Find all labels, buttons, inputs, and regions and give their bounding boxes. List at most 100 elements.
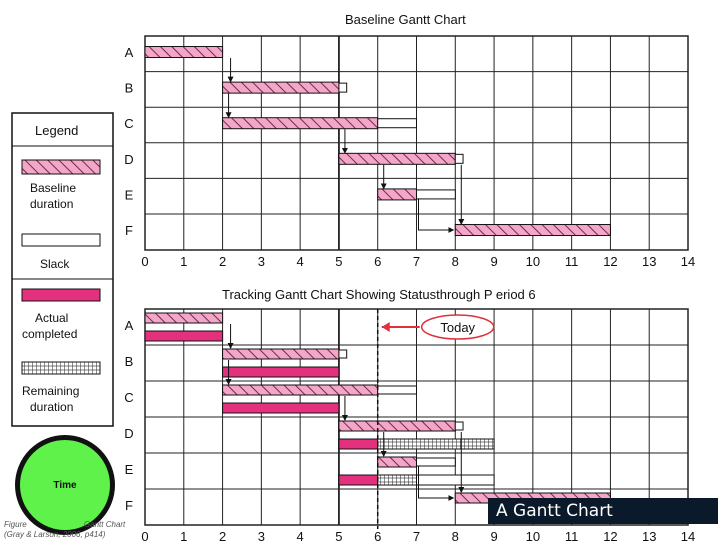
task-label: A xyxy=(125,318,134,333)
x-tick-label: 3 xyxy=(258,529,265,544)
x-tick-label: 1 xyxy=(180,529,187,544)
baseline-bar xyxy=(144,46,224,59)
task-label: F xyxy=(125,498,133,513)
x-tick-label: 0 xyxy=(141,529,148,544)
x-tick-label: 11 xyxy=(565,254,579,269)
task-label: B xyxy=(125,81,134,96)
time-circle: Time xyxy=(15,435,115,535)
baseline-bar xyxy=(338,420,456,432)
x-tick-label: 6 xyxy=(374,254,381,269)
remaining-bar xyxy=(377,438,495,450)
actual-bar xyxy=(222,402,340,414)
x-tick-label: 8 xyxy=(452,529,459,544)
legend-actual-label-1: Actual xyxy=(35,311,68,325)
legend-baseline-label-2: duration xyxy=(30,197,73,211)
x-tick-label: 11 xyxy=(565,529,579,544)
x-tick-label: 12 xyxy=(603,254,617,269)
x-tick-label: 2 xyxy=(219,529,226,544)
baseline-bar xyxy=(222,81,340,94)
baseline-bar xyxy=(454,224,611,237)
figure-caption-suffix: Gantt Chart xyxy=(83,520,126,529)
legend-remaining-label-2: duration xyxy=(30,400,73,414)
x-tick-label: 10 xyxy=(526,529,540,544)
actual-bar xyxy=(338,474,379,486)
tracking-chart-title: Tracking Gantt Chart Showing Statusthrou… xyxy=(222,287,536,302)
remaining-slack-bar xyxy=(416,474,495,486)
slack-bar xyxy=(377,118,418,129)
x-tick-label: 3 xyxy=(258,254,265,269)
baseline-bar xyxy=(222,384,379,396)
figure-caption-prefix: Figure xyxy=(4,520,27,529)
legend-title: Legend xyxy=(35,123,78,138)
slack-bar xyxy=(416,457,456,467)
task-label: E xyxy=(125,462,134,477)
x-tick-label: 9 xyxy=(490,254,497,269)
remaining-bar xyxy=(377,474,418,486)
legend-actual-label-2: completed xyxy=(22,327,77,341)
x-tick-label: 13 xyxy=(642,529,656,544)
actual-bar xyxy=(144,330,224,342)
slack-bar xyxy=(377,385,418,395)
x-tick-label: 0 xyxy=(141,254,148,269)
task-label: D xyxy=(124,426,133,441)
task-label: D xyxy=(124,152,133,167)
caption-text: A Gantt Chart xyxy=(496,501,613,521)
baseline-bar xyxy=(338,152,456,165)
baseline-bar xyxy=(377,456,418,468)
x-tick-label: 14 xyxy=(681,254,695,269)
x-tick-label: 12 xyxy=(603,529,617,544)
x-tick-label: 8 xyxy=(452,254,459,269)
slack-bar xyxy=(338,82,348,93)
figure-caption: Figure Gantt Chart (Gray & Larson, 2006,… xyxy=(4,520,125,540)
legend-slack-label: Slack xyxy=(40,257,70,271)
task-label: F xyxy=(125,223,133,238)
x-tick-label: 5 xyxy=(335,529,342,544)
slack-bar xyxy=(454,153,464,164)
task-label: C xyxy=(124,390,133,405)
x-tick-label: 4 xyxy=(297,254,304,269)
x-tick-label: 9 xyxy=(490,529,497,544)
legend-remaining-label-1: Remaining xyxy=(22,384,79,398)
dependency-arrow xyxy=(418,466,455,501)
x-tick-label: 14 xyxy=(681,529,695,544)
slack-bar xyxy=(416,189,456,200)
baseline-bar xyxy=(222,117,379,130)
time-label: Time xyxy=(53,479,77,491)
baseline-bar xyxy=(144,312,224,324)
legend-remaining-swatch xyxy=(21,361,101,375)
caption-banner: A Gantt Chart xyxy=(488,498,718,524)
actual-bar xyxy=(222,366,340,378)
task-label: A xyxy=(125,45,134,60)
x-tick-label: 13 xyxy=(642,254,656,269)
legend: Legend Baseline duration Slack Actual co… xyxy=(11,112,114,427)
task-label: B xyxy=(125,354,134,369)
slack-bar xyxy=(454,421,464,431)
today-arrowhead xyxy=(381,322,390,332)
task-label: C xyxy=(124,116,133,131)
dependency-arrow xyxy=(418,198,455,234)
slack-bar xyxy=(338,349,348,359)
baseline-chart-title: Baseline Gantt Chart xyxy=(345,12,466,27)
legend-baseline-label-1: Baseline xyxy=(30,181,76,195)
x-tick-label: 7 xyxy=(413,529,420,544)
legend-actual-swatch xyxy=(21,288,101,302)
x-tick-label: 4 xyxy=(297,529,304,544)
x-tick-label: 6 xyxy=(374,529,381,544)
today-bubble xyxy=(420,314,495,340)
task-label: E xyxy=(125,187,134,202)
legend-baseline-swatch xyxy=(21,159,101,175)
legend-slack-swatch xyxy=(21,233,101,247)
baseline-bar xyxy=(377,188,418,201)
x-tick-label: 10 xyxy=(526,254,540,269)
x-tick-label: 1 xyxy=(180,254,187,269)
actual-bar xyxy=(338,438,379,450)
figure-caption-source: (Gray & Larson, 2006, p414) xyxy=(4,530,106,539)
x-tick-label: 2 xyxy=(219,254,226,269)
x-tick-label: 7 xyxy=(413,254,420,269)
today-label: Today xyxy=(440,320,475,335)
x-tick-label: 5 xyxy=(335,254,342,269)
baseline-bar xyxy=(222,348,340,360)
